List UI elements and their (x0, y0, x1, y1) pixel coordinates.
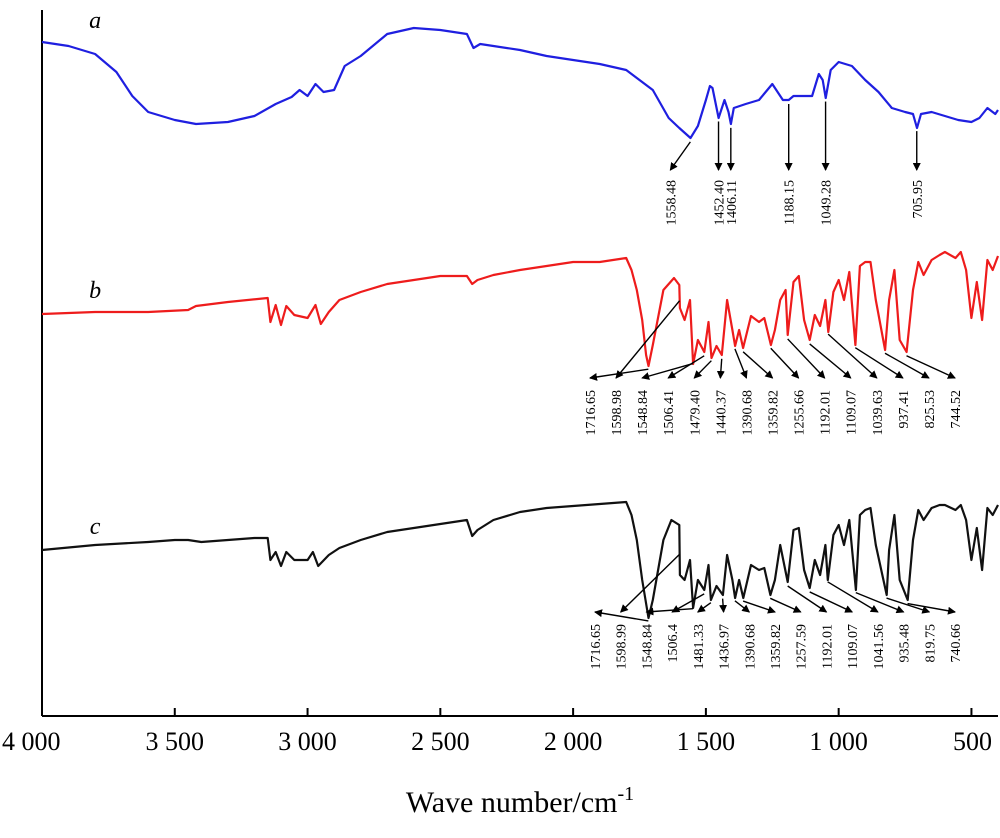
peak-label: 1255.66 (793, 390, 808, 436)
x-tick-label: 2 500 (411, 727, 470, 756)
peak-label: 1598.99 (615, 624, 630, 670)
peak-label: 744.52 (949, 390, 964, 429)
series-a-line (41, 26, 999, 140)
peak-label: 1406.11 (725, 180, 740, 225)
peak-arrow (734, 600, 751, 613)
peak-label: 1506.4 (666, 624, 681, 663)
peak-label: 1359.82 (769, 624, 784, 670)
peak-arrow (719, 598, 728, 613)
peak-arrow (809, 343, 852, 379)
peak-label: 1716.65 (584, 390, 599, 436)
peak-arrow (855, 592, 905, 614)
peak-arrow (667, 355, 705, 379)
peak-arrow (697, 602, 712, 613)
peak-arrow (809, 591, 854, 613)
peak-arrow (827, 581, 879, 613)
peak-label: 819.75 (923, 624, 938, 663)
curve-label-a: a (89, 8, 101, 34)
x-axis-title-superscript: -1 (618, 783, 635, 805)
peak-arrow (907, 602, 956, 615)
peak-label: 825.53 (923, 390, 938, 429)
peak-arrow (884, 352, 930, 379)
peak-arrow (886, 597, 931, 614)
peak-label: 1109.07 (846, 624, 861, 669)
peak-arrow (742, 351, 774, 379)
peak-label: 1479.40 (688, 390, 703, 436)
peak-label: 935.48 (898, 624, 913, 663)
peak-arrow (827, 333, 878, 379)
peak-label: 937.41 (897, 390, 912, 429)
peak-label: 1192.01 (819, 390, 834, 435)
peak-arrow (770, 347, 800, 379)
peak-arrow (645, 607, 693, 616)
x-tick-label: 3 500 (146, 727, 205, 756)
peak-label: 1188.15 (783, 180, 798, 225)
peak-label: 1436.97 (718, 624, 733, 670)
x-tick-label: 500 (953, 727, 992, 756)
series-layer (41, 26, 1000, 620)
peak-label: 1390.68 (743, 624, 758, 670)
peak-label: 705.95 (911, 180, 926, 219)
curve-label-c: c (90, 514, 101, 540)
peak-arrow (671, 593, 705, 613)
series-b-line (41, 250, 1000, 368)
peak-arrow (854, 347, 904, 379)
peak-arrow (734, 348, 748, 379)
peak-label: 1041.56 (872, 624, 887, 670)
peak-arrow (693, 360, 712, 379)
peak-label: 1440.37 (714, 390, 729, 436)
x-tick-label: 2 000 (544, 727, 603, 756)
peak-arrow (906, 355, 956, 379)
peak-label: 1359.82 (767, 390, 782, 436)
peak-label: 1548.84 (636, 390, 651, 436)
x-tick-label: 4 000 (2, 727, 61, 756)
peak-arrow (641, 362, 694, 380)
peak-arrow (594, 609, 649, 622)
curve-label-b: b (89, 278, 101, 304)
peak-label: 740.66 (949, 624, 964, 663)
peak-arrow (787, 585, 828, 613)
peak-label: 1452.40 (713, 180, 728, 226)
peak-label: 1598.98 (610, 390, 625, 436)
x-tick-label: 3 000 (278, 727, 337, 756)
peak-label: 1049.28 (820, 180, 835, 226)
peak-arrow (787, 338, 826, 379)
peak-label: 1257.59 (795, 624, 810, 670)
peak-arrow (742, 600, 776, 614)
peak-label: 1506.41 (662, 390, 677, 436)
peak-label: 1481.33 (692, 624, 707, 670)
peak-label: 1390.68 (740, 390, 755, 436)
peak-arrow (615, 300, 681, 379)
x-ticks: 4 000 3 500 3 000 2 500 2 000 1 500 1 000 500 (2, 708, 992, 756)
peak-arrow (620, 553, 681, 613)
peak-arrow (716, 358, 725, 379)
peak-arrow (669, 141, 691, 171)
axes: 4 000 3 500 3 000 2 500 2 000 1 500 1 000 500 (2, 10, 998, 756)
x-tick-label: 1 000 (809, 727, 868, 756)
peak-label: 1039.63 (871, 390, 886, 436)
peak-label: 1558.48 (664, 180, 679, 226)
peak-label: 1109.07 (845, 390, 860, 435)
x-axis-title: Wave number/cm-1 (406, 783, 634, 819)
peak-label: 1192.01 (820, 624, 835, 669)
x-axis-title-text: Wave number/cm (406, 786, 618, 819)
peak-label: 1716.65 (589, 624, 604, 670)
curve-labels: a b c (89, 8, 101, 540)
peak-label: 1548.84 (640, 624, 655, 670)
series-c-line (41, 500, 999, 620)
x-tick-label: 1 500 (677, 727, 736, 756)
peak-arrow (769, 597, 802, 613)
